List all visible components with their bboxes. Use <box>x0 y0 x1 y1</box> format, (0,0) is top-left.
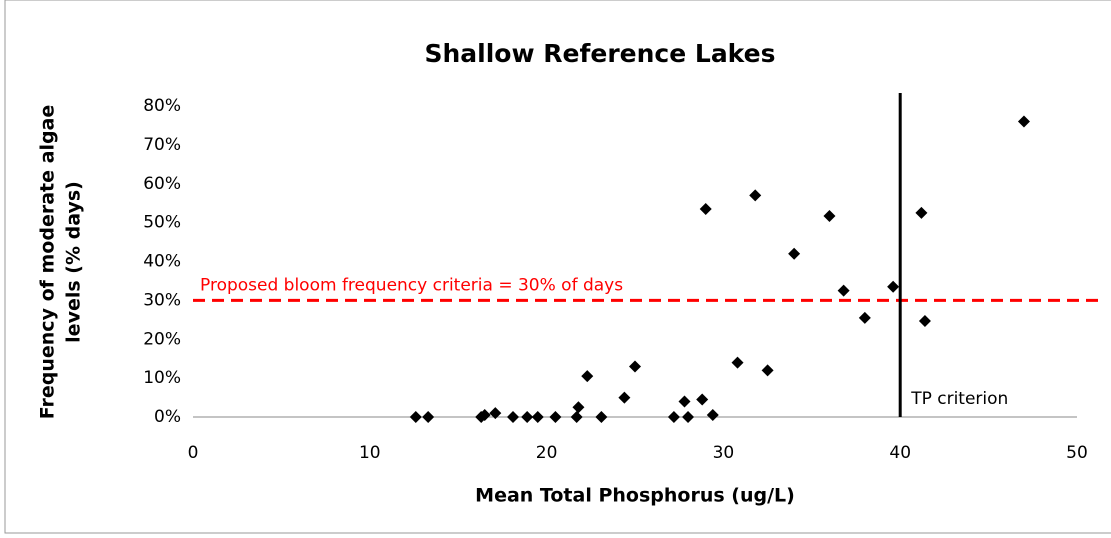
x-tick-label: 0 <box>188 443 199 463</box>
point <box>409 411 422 423</box>
y-axis-label-line: levels (% days) <box>63 181 85 343</box>
point <box>788 247 801 260</box>
point <box>595 411 608 423</box>
y-tick-label: 10% <box>143 368 181 388</box>
point <box>531 411 544 423</box>
point <box>581 370 594 383</box>
point <box>507 411 520 423</box>
point <box>1017 115 1030 128</box>
point <box>858 311 871 324</box>
x-tick-label: 20 <box>536 443 558 463</box>
point <box>478 409 491 422</box>
point <box>618 391 631 404</box>
y-axis-label-line: Frequency of moderate algae <box>37 105 59 420</box>
point <box>696 393 709 406</box>
y-tick-label: 60% <box>143 174 181 194</box>
point <box>837 284 850 297</box>
point <box>699 203 712 216</box>
reference-label: TP criterion <box>910 389 1008 409</box>
y-tick-label: 50% <box>143 213 181 233</box>
x-tick-label: 30 <box>713 443 735 463</box>
y-tick-label: 70% <box>143 135 181 155</box>
x-tick-label: 50 <box>1066 443 1088 463</box>
point <box>629 360 641 373</box>
point <box>678 395 691 408</box>
chart-border <box>4 0 1111 534</box>
y-tick-label: 0% <box>154 407 181 427</box>
reference-label: Proposed bloom frequency criteria = 30% … <box>200 275 623 295</box>
point <box>572 401 585 414</box>
y-tick-label: 80% <box>143 96 181 116</box>
x-tick-label: 10 <box>359 443 381 463</box>
x-tick-label: 40 <box>889 443 911 463</box>
point <box>823 210 836 223</box>
point <box>761 364 774 377</box>
point <box>918 314 931 327</box>
y-tick-label: 20% <box>143 329 181 349</box>
point <box>521 411 534 423</box>
point <box>549 411 562 423</box>
point <box>731 356 744 369</box>
point <box>915 206 928 219</box>
point <box>667 411 680 423</box>
x-axis-label: Mean Total Phosphorus (ug/L) <box>475 485 795 507</box>
point <box>749 189 762 202</box>
y-tick-label: 40% <box>143 252 181 272</box>
point <box>682 411 695 423</box>
point <box>422 411 435 423</box>
point <box>570 411 583 423</box>
y-axis-label: Frequency of moderate algae levels (% da… <box>37 105 85 420</box>
chart-title: Shallow Reference Lakes <box>425 39 776 68</box>
point <box>489 407 502 420</box>
y-tick-label: 30% <box>143 290 181 310</box>
point <box>706 409 719 422</box>
point <box>887 280 900 293</box>
